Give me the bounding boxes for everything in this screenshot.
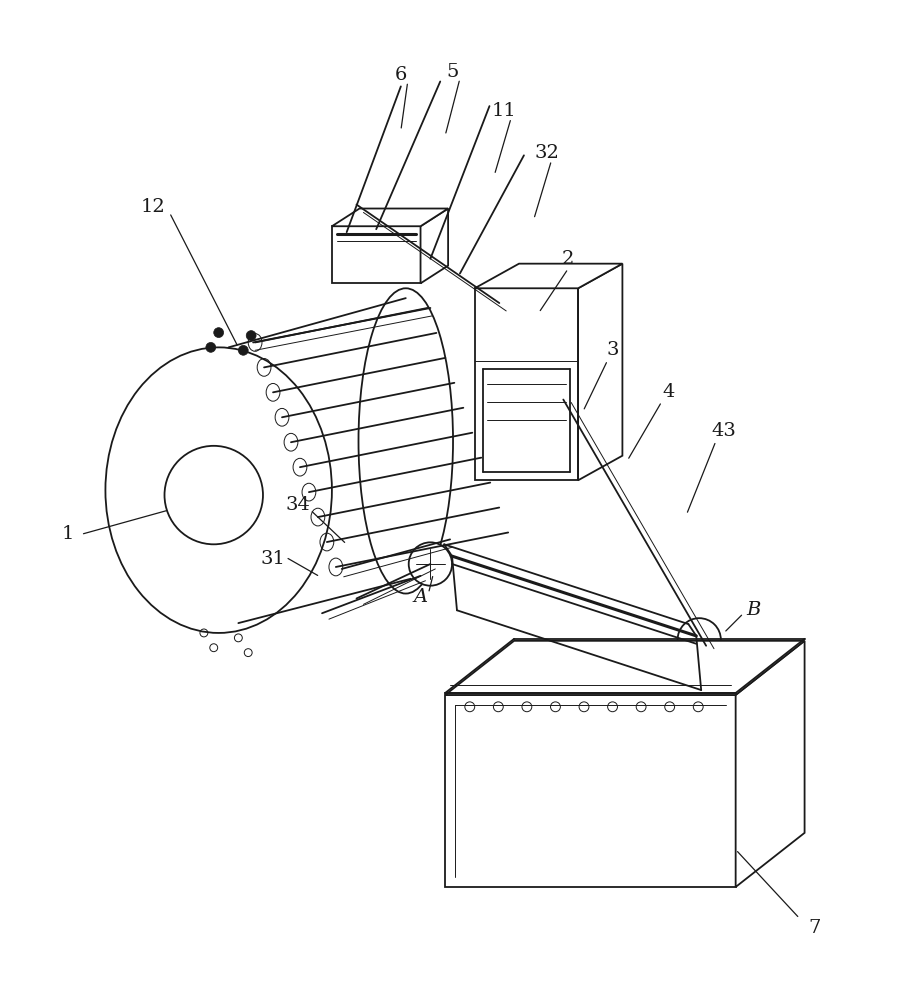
Polygon shape — [445, 641, 804, 695]
Polygon shape — [735, 641, 804, 887]
Text: 11: 11 — [492, 102, 517, 120]
Circle shape — [238, 345, 248, 355]
Polygon shape — [420, 209, 448, 283]
Circle shape — [214, 328, 224, 338]
Circle shape — [247, 331, 256, 340]
Polygon shape — [578, 264, 622, 480]
Text: 4: 4 — [662, 383, 675, 401]
Circle shape — [206, 342, 216, 352]
Text: 12: 12 — [140, 198, 165, 216]
Text: 1: 1 — [62, 525, 75, 543]
Text: A: A — [413, 588, 428, 606]
Polygon shape — [475, 264, 622, 288]
Text: 32: 32 — [534, 144, 559, 162]
Text: 6: 6 — [395, 66, 407, 84]
Polygon shape — [332, 209, 448, 226]
Polygon shape — [475, 288, 578, 480]
Circle shape — [678, 618, 721, 661]
Text: 7: 7 — [808, 919, 821, 937]
Polygon shape — [332, 226, 420, 283]
Text: 43: 43 — [712, 422, 736, 440]
Circle shape — [409, 542, 452, 586]
Text: 34: 34 — [285, 496, 310, 514]
Text: 3: 3 — [606, 341, 619, 359]
Text: 2: 2 — [562, 250, 574, 268]
Text: 31: 31 — [260, 550, 285, 568]
Text: B: B — [746, 601, 761, 619]
Polygon shape — [445, 695, 735, 887]
Text: 5: 5 — [447, 63, 460, 81]
